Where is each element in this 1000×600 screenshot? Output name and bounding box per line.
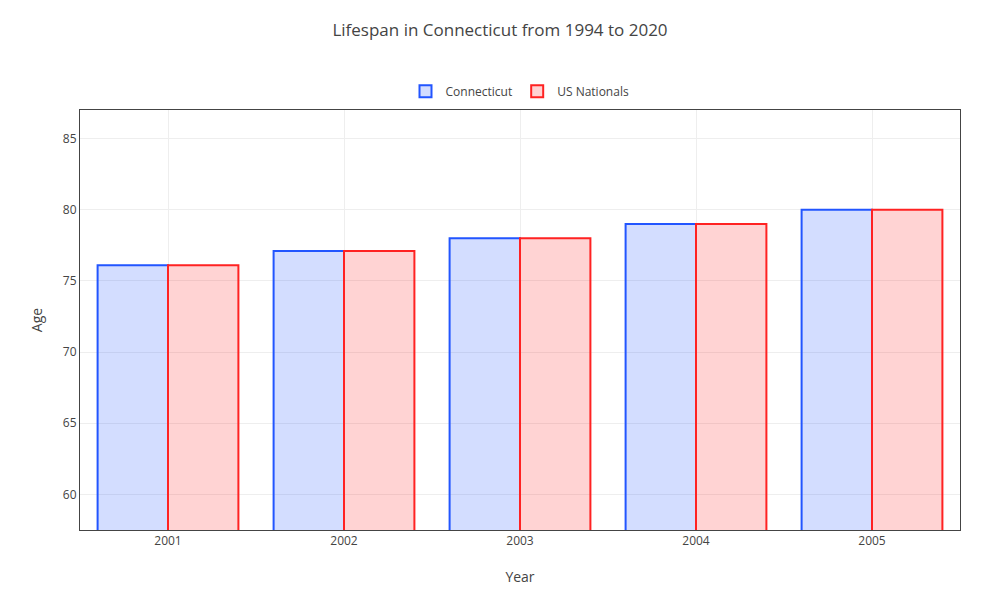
svg-text:60: 60 xyxy=(63,486,77,503)
svg-text:Connecticut: Connecticut xyxy=(446,83,513,100)
svg-text:80: 80 xyxy=(63,201,77,218)
svg-text:Age: Age xyxy=(27,308,46,332)
svg-text:70: 70 xyxy=(63,343,77,360)
svg-text:65: 65 xyxy=(63,414,77,431)
svg-text:2001: 2001 xyxy=(154,532,181,549)
svg-text:Year: Year xyxy=(505,567,534,586)
svg-text:85: 85 xyxy=(63,130,77,147)
svg-text:2004: 2004 xyxy=(682,532,710,549)
svg-text:2005: 2005 xyxy=(858,532,886,549)
svg-text:2002: 2002 xyxy=(330,532,358,549)
svg-text:2003: 2003 xyxy=(506,532,534,549)
svg-text:Lifespan in Connecticut from 1: Lifespan in Connecticut from 1994 to 202… xyxy=(332,18,667,41)
svg-text:75: 75 xyxy=(63,272,77,289)
svg-text:US Nationals: US Nationals xyxy=(557,83,629,100)
